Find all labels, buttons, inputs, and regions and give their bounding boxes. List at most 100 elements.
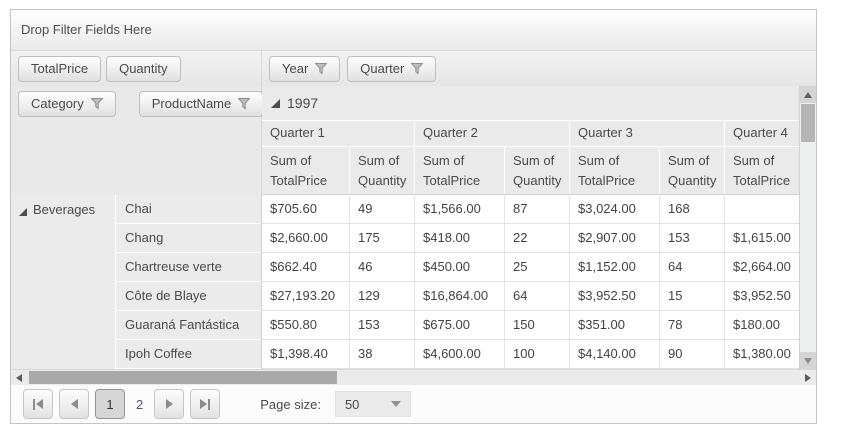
fields-row: TotalPrice Quantity Year Quarter bbox=[11, 51, 816, 86]
last-page-button[interactable] bbox=[190, 389, 221, 419]
column-header-quarter1: Quarter 1 bbox=[262, 121, 415, 147]
data-cell: $4,140.00 bbox=[570, 340, 660, 369]
data-cell: $3,952.50 bbox=[570, 282, 660, 311]
column-group-1997: 1997 bbox=[262, 86, 799, 121]
column-group-label: 1997 bbox=[287, 95, 319, 111]
filter-fields-dropzone[interactable]: Drop Filter Fields Here bbox=[11, 10, 816, 51]
first-page-button[interactable] bbox=[23, 389, 53, 419]
page-size-value: 50 bbox=[344, 396, 360, 412]
last-page-icon bbox=[200, 399, 208, 409]
row-header-product: Chartreuse verte bbox=[116, 253, 261, 282]
horizontal-scrollbar-track[interactable] bbox=[27, 370, 800, 385]
field-chip-label: Category bbox=[31, 96, 84, 111]
filter-funnel-icon[interactable] bbox=[238, 97, 251, 110]
data-panel: 1997 Quarter 1 Quarter 2 Quarter 3 Quart… bbox=[262, 86, 799, 369]
data-cell: $1,380.00 bbox=[725, 340, 799, 369]
field-chip-label: Year bbox=[282, 61, 309, 76]
data-cell bbox=[725, 195, 799, 224]
arrow-up-icon bbox=[804, 91, 812, 98]
pivot-main-area: Category ProductName bbox=[11, 86, 816, 369]
previous-page-button[interactable] bbox=[59, 389, 89, 419]
row-header-product: Guaraná Fantástica bbox=[116, 311, 261, 340]
data-cell: 153 bbox=[660, 224, 725, 253]
scroll-down-button[interactable] bbox=[800, 352, 816, 369]
data-cell: 129 bbox=[350, 282, 415, 311]
last-page-icon bbox=[208, 398, 211, 410]
row-headers: Beverages Chai Chang Chartreuse verte Cô… bbox=[11, 195, 261, 369]
column-fields-zone: Year Quarter bbox=[262, 51, 816, 86]
caret-down-icon bbox=[390, 401, 401, 407]
previous-page-icon bbox=[70, 399, 78, 409]
data-cell: 150 bbox=[505, 311, 570, 340]
filter-funnel-icon[interactable] bbox=[90, 97, 103, 110]
column-header-quarter3: Quarter 3 bbox=[570, 121, 725, 147]
field-chip-label: TotalPrice bbox=[31, 61, 89, 76]
data-cell: $3,024.00 bbox=[570, 195, 660, 224]
filter-funnel-icon[interactable] bbox=[315, 62, 328, 75]
data-cell: 90 bbox=[660, 340, 725, 369]
data-cell: $180.00 bbox=[725, 311, 799, 340]
field-chip-quantity[interactable]: Quantity bbox=[106, 55, 181, 82]
row-header-product: Chang bbox=[116, 224, 261, 253]
field-chip-year[interactable]: Year bbox=[269, 55, 341, 82]
vertical-scrollbar-thumb[interactable] bbox=[801, 104, 815, 142]
field-chip-quarter[interactable]: Quarter bbox=[347, 55, 437, 82]
data-cell: 38 bbox=[350, 340, 415, 369]
scroll-right-button[interactable] bbox=[800, 370, 816, 385]
row-header-panel: Category ProductName bbox=[11, 86, 264, 369]
vertical-scrollbar[interactable] bbox=[799, 86, 816, 369]
data-cell: $2,907.00 bbox=[570, 224, 660, 253]
product-name-column: Chai Chang Chartreuse verte Côte de Blay… bbox=[116, 195, 261, 369]
vertical-scrollbar-track[interactable] bbox=[800, 142, 816, 352]
data-cell: $1,615.00 bbox=[725, 224, 799, 253]
data-cell: 175 bbox=[350, 224, 415, 253]
next-page-button[interactable] bbox=[154, 389, 185, 419]
page-size-label: Page size: bbox=[260, 396, 321, 412]
row-header-product: Chai bbox=[116, 195, 261, 224]
table-row: $550.80 153 $675.00 150 $351.00 78 $180.… bbox=[262, 311, 799, 340]
arrow-down-icon bbox=[804, 357, 812, 364]
page-2-link[interactable]: 2 bbox=[136, 396, 144, 412]
data-rows: $705.60 49 $1,566.00 87 $3,024.00 168 $2… bbox=[262, 195, 799, 369]
field-chip-label: ProductName bbox=[151, 96, 232, 111]
data-cell: 22 bbox=[505, 224, 570, 253]
column-header-quarter2: Quarter 2 bbox=[415, 121, 570, 147]
page-size-select[interactable]: 50 bbox=[334, 391, 411, 417]
row-panel-spacer bbox=[11, 121, 261, 195]
data-cell: $1,152.00 bbox=[570, 253, 660, 282]
data-cell: $1,398.40 bbox=[262, 340, 350, 369]
next-page-icon bbox=[165, 399, 173, 409]
field-chip-totalprice[interactable]: TotalPrice bbox=[18, 55, 102, 82]
collapse-triangle-icon[interactable] bbox=[271, 98, 280, 108]
horizontal-scrollbar[interactable] bbox=[11, 369, 816, 385]
measure-header: Sum of Quantity bbox=[660, 147, 725, 194]
pivot-grid-widget: Drop Filter Fields Here TotalPrice Quant… bbox=[10, 9, 817, 424]
measure-header: Sum of TotalPrice bbox=[733, 153, 791, 188]
field-chip-label: Quantity bbox=[119, 61, 168, 76]
data-cell: $27,193.20 bbox=[262, 282, 350, 311]
first-page-icon bbox=[36, 399, 43, 409]
field-chip-productname[interactable]: ProductName bbox=[138, 90, 264, 117]
scroll-up-button[interactable] bbox=[800, 86, 816, 103]
scroll-left-button[interactable] bbox=[11, 370, 27, 385]
data-cell: 46 bbox=[350, 253, 415, 282]
data-cell: 153 bbox=[350, 311, 415, 340]
collapse-triangle-icon[interactable] bbox=[19, 208, 27, 216]
data-cell: $2,664.00 bbox=[725, 253, 799, 282]
filter-funnel-icon[interactable] bbox=[411, 62, 424, 75]
column-header-quarter4: Quarter 4 bbox=[725, 121, 799, 147]
arrow-right-icon bbox=[805, 373, 811, 382]
horizontal-scrollbar-thumb[interactable] bbox=[29, 371, 337, 384]
row-group-label: Beverages bbox=[33, 202, 96, 217]
current-page-button[interactable]: 1 bbox=[95, 389, 125, 419]
first-page-icon bbox=[33, 398, 35, 410]
field-chip-category[interactable]: Category bbox=[18, 90, 116, 117]
field-chip-label: Quarter bbox=[360, 61, 405, 76]
data-cell: $450.00 bbox=[415, 253, 505, 282]
data-cell: 168 bbox=[660, 195, 725, 224]
data-cell: 100 bbox=[505, 340, 570, 369]
measure-header-row: Sum of TotalPrice Sum of Quantity Sum of… bbox=[262, 147, 799, 195]
data-cell: $675.00 bbox=[415, 311, 505, 340]
table-row: $705.60 49 $1,566.00 87 $3,024.00 168 bbox=[262, 195, 799, 224]
